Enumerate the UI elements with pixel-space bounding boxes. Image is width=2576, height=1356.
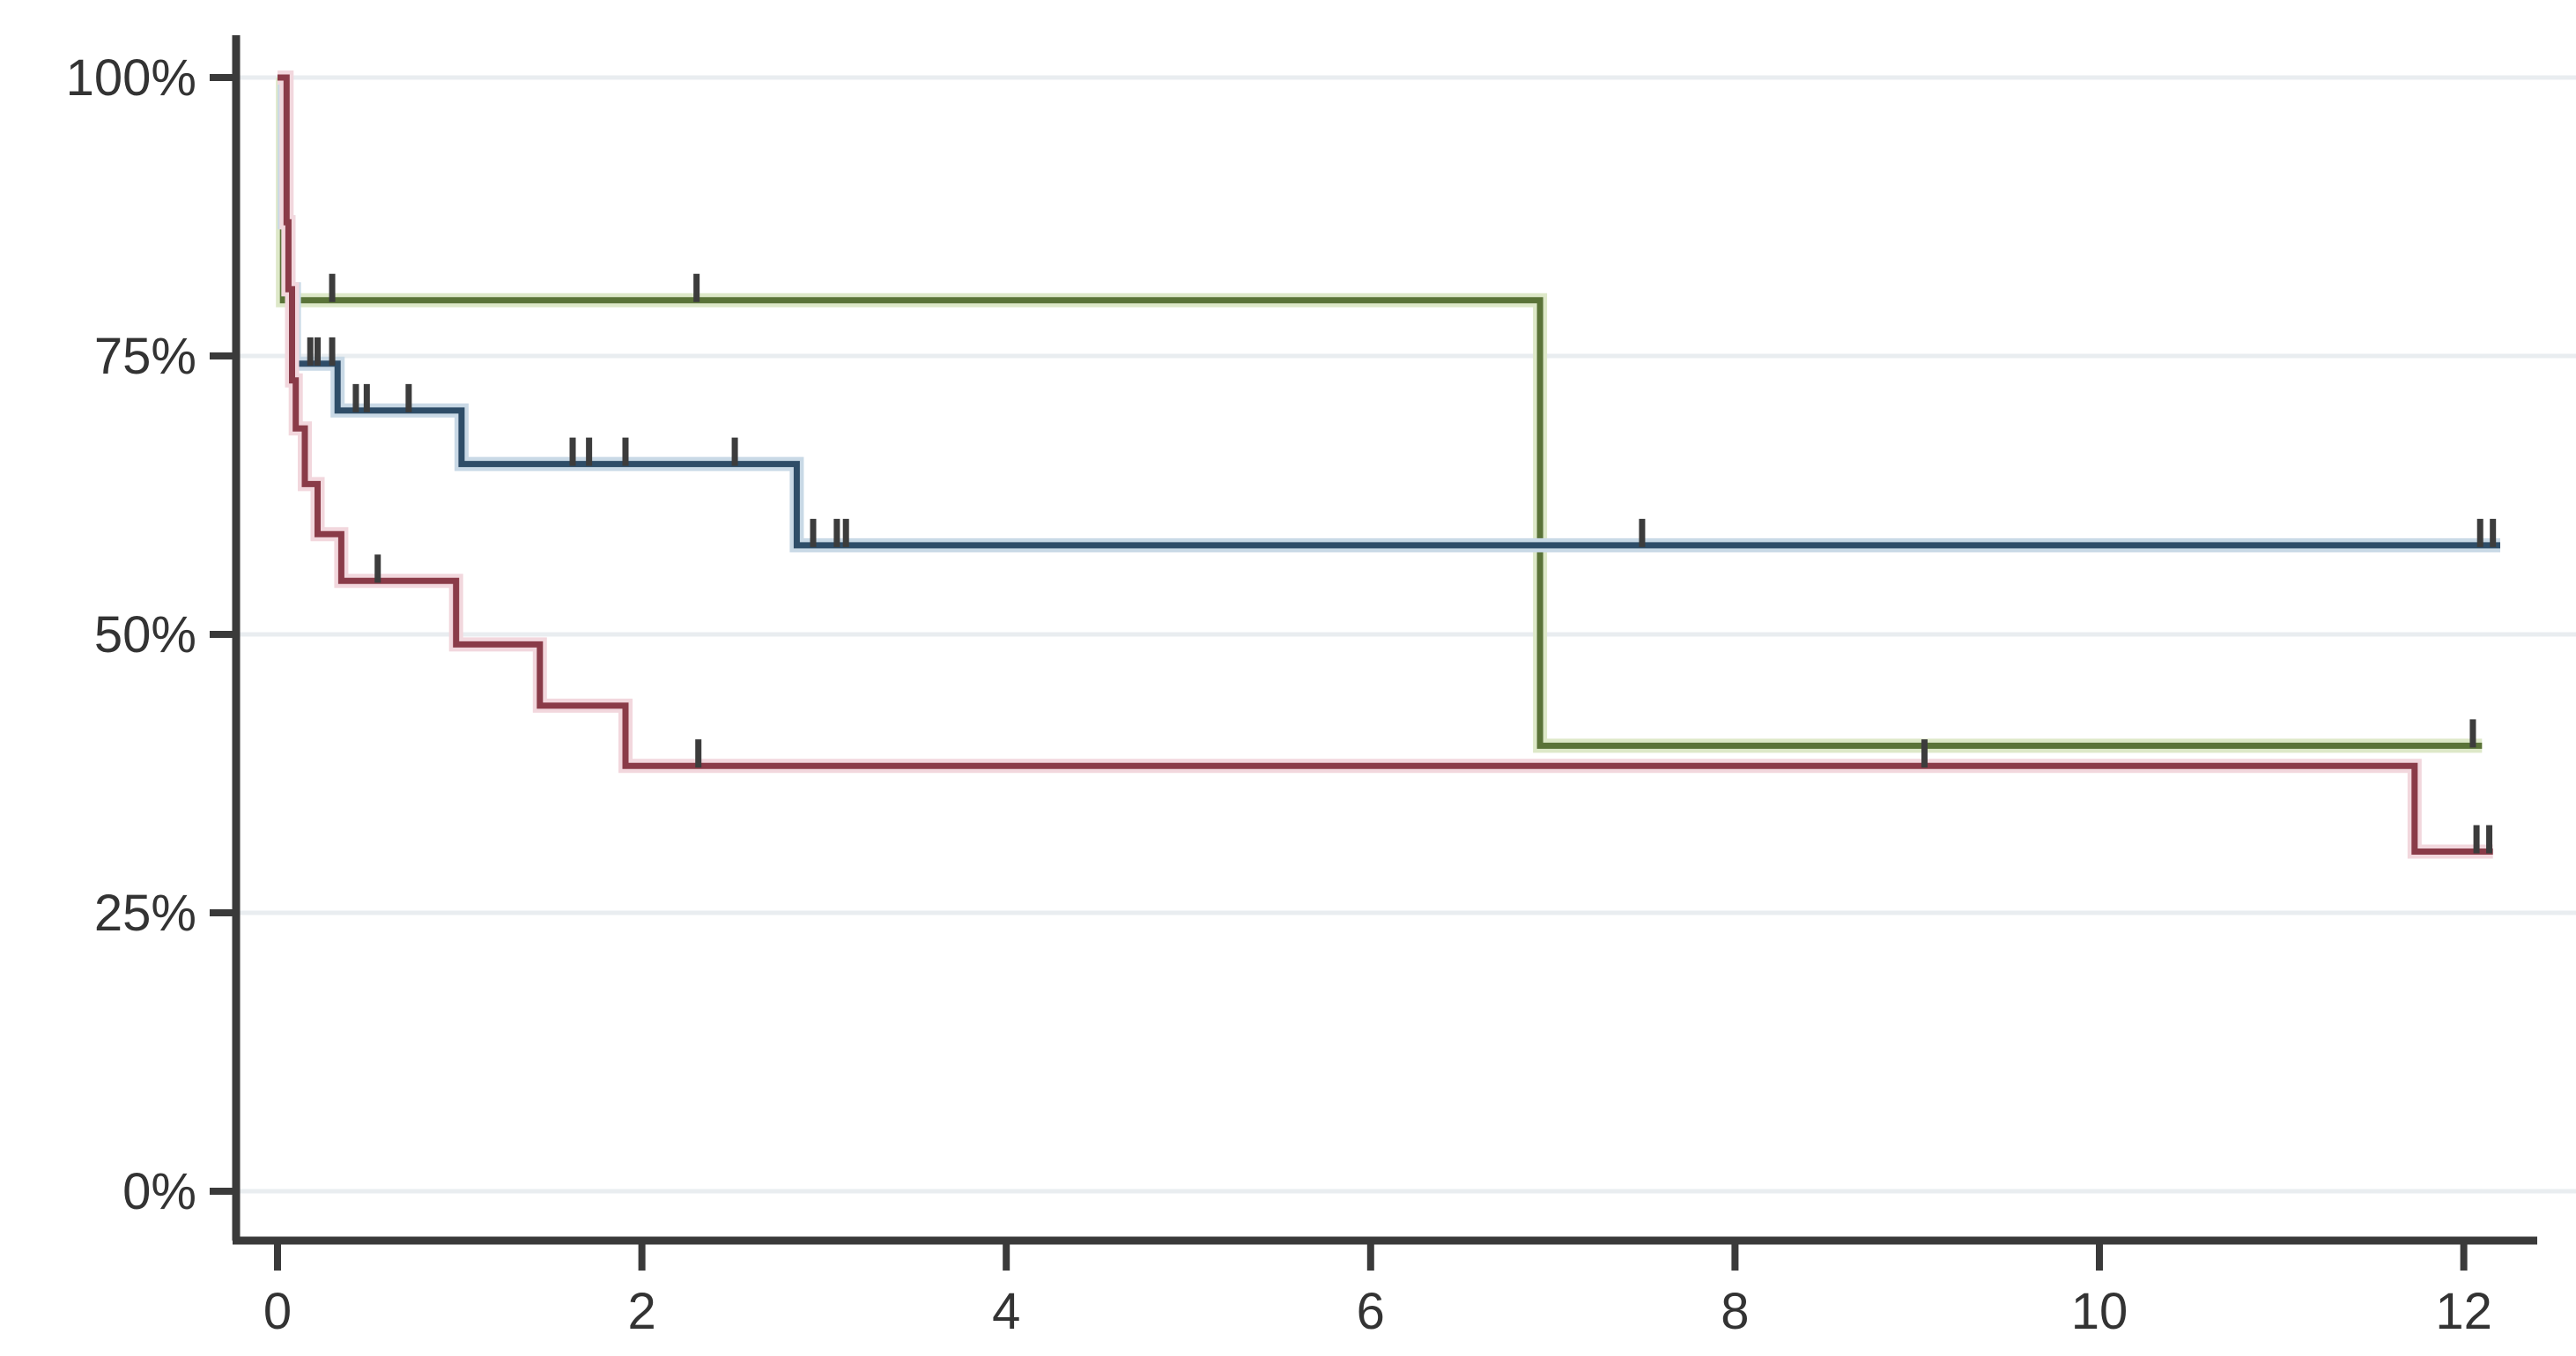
x-tick-label-4: 4 bbox=[992, 1283, 1020, 1340]
km-curve-halo-group-green bbox=[276, 70, 2483, 753]
x-tick-label-8: 8 bbox=[1721, 1283, 1749, 1340]
x-tick-label-12: 12 bbox=[2435, 1283, 2492, 1340]
y-tick-label-25: 25% bbox=[94, 885, 196, 942]
y-tick-label-100: 100% bbox=[66, 49, 196, 107]
y-tick-label-75: 75% bbox=[94, 328, 196, 385]
km-curve-group-blue bbox=[278, 74, 2500, 549]
x-tick-label-6: 6 bbox=[1357, 1283, 1385, 1340]
x-tick-label-2: 2 bbox=[627, 1283, 655, 1340]
x-tick-label-10: 10 bbox=[2071, 1283, 2128, 1340]
km-curve-halo-group-blue bbox=[278, 70, 2500, 552]
y-tick-label-0: 0% bbox=[122, 1163, 196, 1220]
km-curve-group-green bbox=[278, 74, 2483, 749]
y-tick-label-50: 50% bbox=[94, 606, 196, 663]
km-curve-group-red bbox=[278, 74, 2493, 855]
x-tick-label-0: 0 bbox=[263, 1283, 292, 1340]
